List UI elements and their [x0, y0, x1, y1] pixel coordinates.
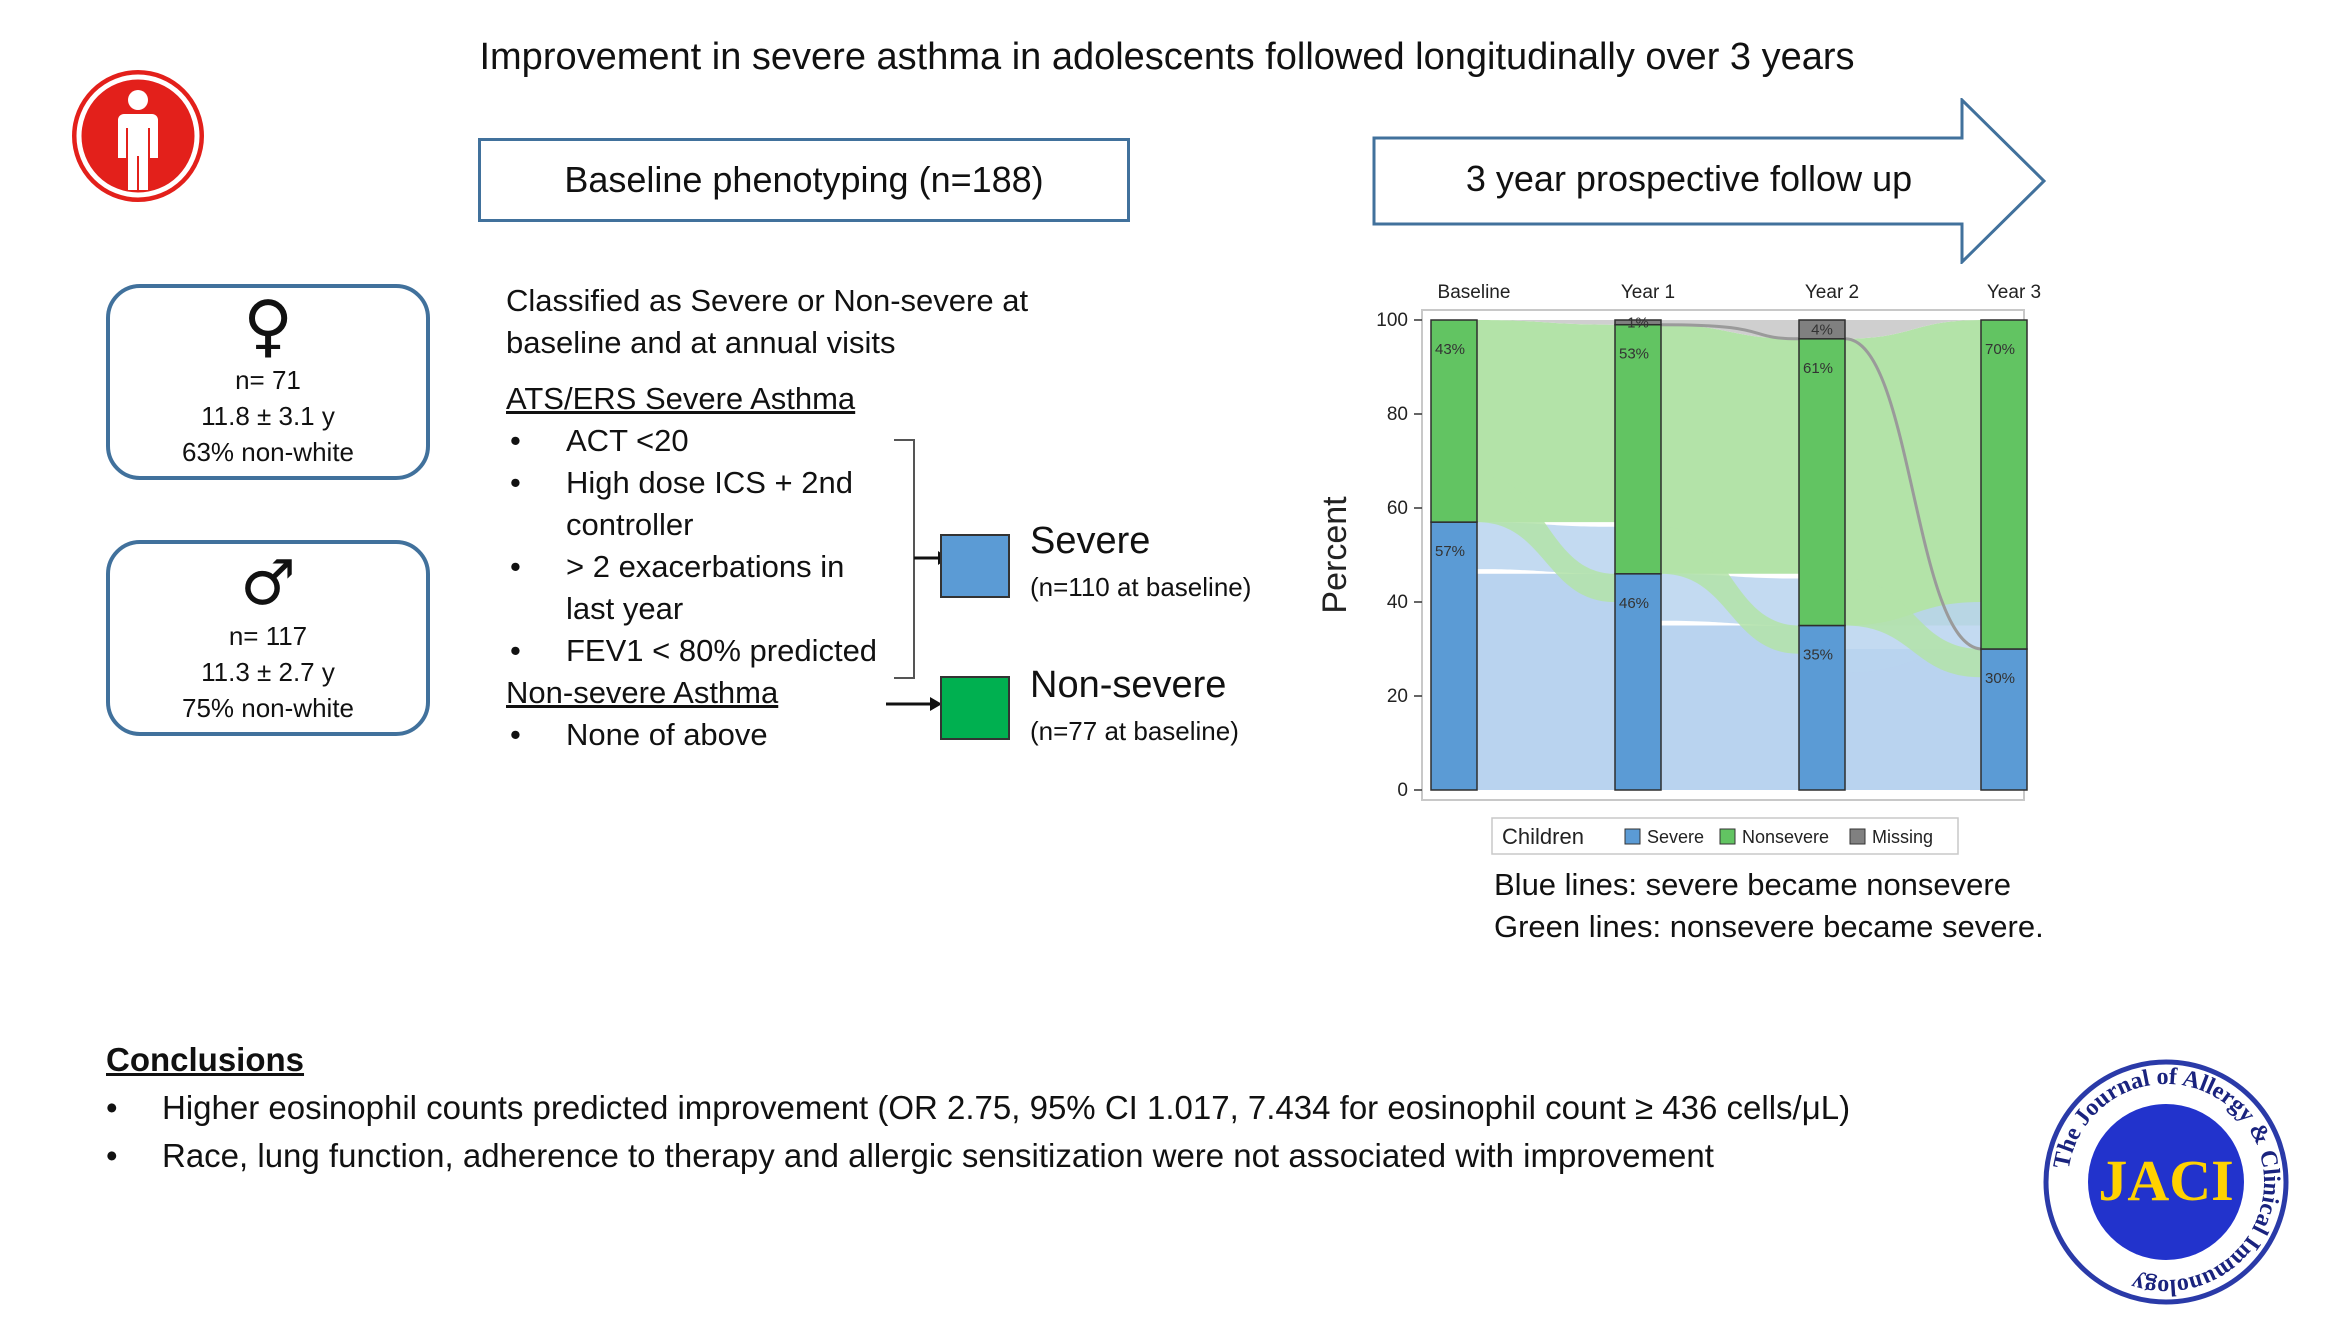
- criteria-item: FEV1 < 80% predicted: [506, 630, 1028, 672]
- data-label: 43%: [1435, 341, 1465, 358]
- nonsevere-sub: (n=77 at baseline): [1030, 716, 1239, 746]
- severe-label: Severe: [1030, 520, 1151, 562]
- legend-swatch: [1849, 828, 1866, 845]
- jaci-logo: The Journal of Allergy & Clinical Immuno…: [2043, 1059, 2289, 1305]
- criteria-item-text: High dose ICS + 2nd: [566, 465, 853, 500]
- female-age: 11.8 ± 3.1 y: [201, 401, 335, 431]
- chart-notes: Blue lines: severe became nonsevere Gree…: [1494, 864, 2044, 948]
- nonsevere-swatch: [940, 676, 1010, 740]
- flow-severe: [1477, 573, 1615, 790]
- followup-label: 3 year prospective follow up: [1465, 158, 1913, 199]
- page-title: Improvement in severe asthma in adolesce…: [479, 36, 1855, 78]
- criteria-item-cont: controller: [566, 507, 694, 542]
- bar-segment-nonsevere: [1798, 338, 1846, 627]
- bar-segment-nonsevere: [1430, 319, 1478, 523]
- conclusion-item: Race, lung function, adherence to therap…: [106, 1132, 1850, 1180]
- legend-title: Children: [1502, 824, 1584, 849]
- classification-intro-2: baseline and at annual visits: [506, 325, 896, 360]
- bar-segment-severe: [1798, 624, 1846, 791]
- male-race: 75% non-white: [182, 693, 354, 723]
- male-card: ♂ n= 117 11.3 ± 2.7 y 75% non-white: [106, 540, 430, 736]
- y-tick-label: 100: [1376, 310, 1408, 331]
- note-green-lines: Green lines: nonsevere became severe.: [1494, 909, 2044, 944]
- flow-missing-line: [1844, 337, 1982, 651]
- flow-severe: [1845, 649, 1981, 790]
- bar-segment-missing: [1798, 319, 1846, 340]
- conclusions-heading: Conclusions: [106, 1041, 305, 1078]
- classification-intro-1: Classified as Severe or Non-severe at: [506, 283, 1029, 318]
- alluvial-chart: 57% 43% 46% 53% 1% 35% 61% 4% 30% 70% Baseline Year…: [1316, 282, 2041, 855]
- conclusions: Conclusions Higher eosinophil counts pre…: [106, 1036, 1850, 1180]
- data-label: 4%: [1811, 321, 1833, 338]
- legend-swatch: [1719, 828, 1736, 845]
- nonsevere-heading: Non-severe Asthma: [506, 675, 779, 710]
- category-label: Year 2: [1805, 282, 1859, 303]
- flow-nonsevere: [1661, 324, 1799, 574]
- female-n: n= 71: [235, 365, 301, 395]
- criteria-item: ACT <20: [506, 420, 1028, 462]
- y-axis-label: Percent: [1316, 496, 1354, 614]
- female-race: 63% non-white: [182, 437, 354, 467]
- legend-entry: Nonsevere: [1742, 827, 1829, 847]
- data-label: 53%: [1619, 346, 1649, 363]
- data-label: 35%: [1803, 647, 1833, 664]
- y-tick-label: 40: [1387, 592, 1408, 613]
- data-label: 61%: [1803, 360, 1833, 377]
- y-tick-label: 0: [1397, 780, 1408, 801]
- person-icon: [72, 70, 204, 202]
- flow-missing: [1845, 320, 1981, 339]
- flow-nonsevere-to-severe: [1661, 526, 1799, 654]
- male-age: 11.3 ± 2.7 y: [201, 657, 335, 687]
- flow-nonsevere: [1845, 320, 1981, 626]
- criteria-item: > 2 exacerbations in: [506, 546, 1028, 588]
- legend-entry: Missing: [1872, 827, 1933, 847]
- y-tick-label: 20: [1387, 686, 1408, 707]
- data-label: 30%: [1985, 670, 2015, 687]
- legend-entry: Severe: [1647, 827, 1704, 847]
- bar-segment-missing: [1614, 319, 1662, 326]
- flow-nonsevere-to-severe: [1477, 475, 1615, 602]
- bar-segment-nonsevere: [1614, 323, 1662, 575]
- severe-sub: (n=110 at baseline): [1030, 572, 1252, 602]
- nonsevere-arrow: [886, 697, 942, 711]
- flow-nonsevere: [1477, 320, 1615, 523]
- severe-heading: ATS/ERS Severe Asthma: [506, 381, 856, 416]
- data-label: 57%: [1435, 543, 1465, 560]
- male-symbol-icon: ♂: [240, 546, 296, 619]
- flow-nonsevere-to-severe: [1845, 578, 1981, 678]
- bar-segment-severe: [1980, 648, 2028, 791]
- category-label: Year 3: [1987, 282, 2041, 303]
- criteria-item-cont: last year: [566, 591, 684, 626]
- nonsevere-label: Non-severe: [1030, 664, 1227, 706]
- flow-missing-line: [1660, 323, 1800, 341]
- classification-criteria: Classified as Severe or Non-severe at ba…: [506, 280, 1028, 756]
- data-label: 46%: [1619, 595, 1649, 612]
- data-label: 1%: [1627, 314, 1649, 331]
- female-symbol-icon: ♀: [243, 287, 293, 366]
- data-label: 70%: [1985, 341, 2015, 358]
- criteria-item: High dose ICS + 2nd: [506, 462, 1028, 504]
- severe-swatch: [940, 534, 1010, 598]
- flow-severe: [1661, 625, 1799, 790]
- note-blue-lines: Blue lines: severe became nonsevere: [1494, 867, 2011, 902]
- y-tick-label: 60: [1387, 498, 1408, 519]
- baseline-phenotyping-box: Baseline phenotyping (n=188): [478, 138, 1130, 222]
- male-n: n= 117: [228, 621, 308, 651]
- legend-swatch: [1624, 828, 1641, 845]
- female-card: ♀ n= 71 11.8 ± 3.1 y 63% non-white: [106, 284, 430, 480]
- followup-arrow: [1372, 98, 2047, 264]
- category-label: Baseline: [1438, 282, 1511, 303]
- bar-segment-severe: [1430, 521, 1478, 791]
- y-tick-label: 80: [1387, 404, 1408, 425]
- flow-missing: [1477, 320, 1615, 325]
- criteria-item: None of above: [506, 714, 1028, 756]
- category-label: Year 1: [1621, 282, 1675, 303]
- bar-segment-nonsevere: [1980, 319, 2028, 650]
- conclusion-item: Higher eosinophil counts predicted impro…: [106, 1084, 1850, 1132]
- logo-text: JACI: [2098, 1148, 2233, 1213]
